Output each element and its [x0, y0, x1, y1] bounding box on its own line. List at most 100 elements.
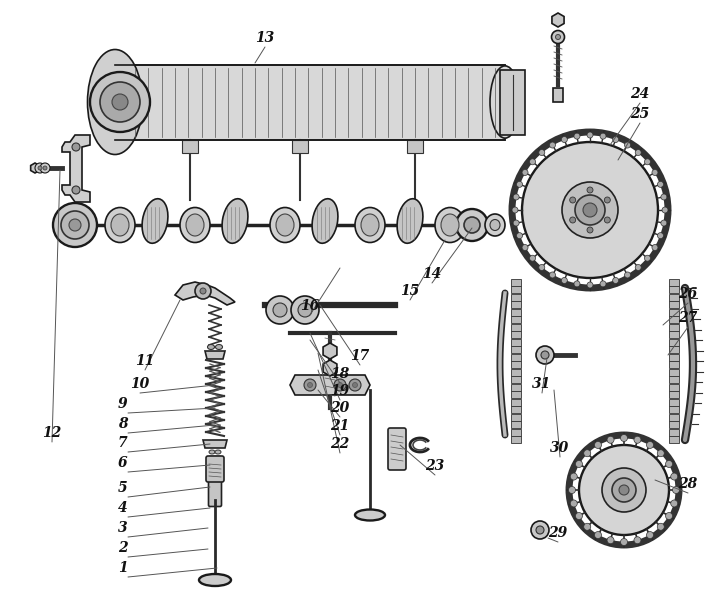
- Circle shape: [200, 288, 206, 294]
- Text: 30: 30: [550, 441, 569, 455]
- Bar: [511, 317, 521, 323]
- Bar: [669, 302, 679, 308]
- Ellipse shape: [111, 214, 129, 236]
- Circle shape: [600, 133, 606, 139]
- Text: 5: 5: [118, 481, 128, 495]
- Text: 29: 29: [548, 526, 567, 540]
- Polygon shape: [182, 140, 198, 153]
- Ellipse shape: [355, 207, 385, 242]
- Bar: [511, 368, 521, 376]
- Ellipse shape: [312, 199, 338, 243]
- Circle shape: [529, 159, 536, 165]
- Circle shape: [587, 227, 593, 233]
- Bar: [511, 279, 521, 286]
- Circle shape: [621, 435, 628, 441]
- Circle shape: [112, 94, 128, 110]
- Ellipse shape: [180, 207, 210, 242]
- Circle shape: [671, 500, 678, 507]
- Bar: [511, 346, 521, 353]
- Text: 21: 21: [330, 419, 349, 433]
- Ellipse shape: [435, 207, 465, 242]
- Ellipse shape: [361, 214, 379, 236]
- Circle shape: [645, 159, 650, 165]
- Ellipse shape: [490, 66, 520, 138]
- Polygon shape: [553, 88, 563, 102]
- Circle shape: [307, 382, 312, 388]
- Polygon shape: [407, 140, 423, 153]
- Circle shape: [574, 133, 580, 139]
- Bar: [669, 384, 679, 391]
- Bar: [669, 339, 679, 346]
- Text: 16: 16: [300, 299, 319, 313]
- Circle shape: [561, 136, 568, 142]
- Circle shape: [571, 500, 577, 507]
- Text: 7: 7: [118, 436, 128, 450]
- Circle shape: [100, 82, 140, 122]
- Circle shape: [298, 303, 312, 317]
- Circle shape: [634, 537, 641, 544]
- Bar: [511, 361, 521, 368]
- Bar: [511, 324, 521, 331]
- Circle shape: [552, 31, 565, 43]
- Bar: [669, 414, 679, 420]
- Text: 9: 9: [118, 397, 128, 411]
- Ellipse shape: [270, 207, 300, 242]
- Circle shape: [575, 195, 605, 225]
- Bar: [511, 339, 521, 346]
- Text: 28: 28: [678, 477, 697, 491]
- Circle shape: [662, 207, 668, 213]
- Circle shape: [613, 136, 618, 142]
- Circle shape: [35, 163, 45, 173]
- Circle shape: [539, 265, 544, 271]
- Ellipse shape: [199, 574, 231, 586]
- Bar: [511, 331, 521, 338]
- Polygon shape: [552, 13, 564, 27]
- Circle shape: [594, 531, 602, 538]
- Bar: [669, 317, 679, 323]
- Bar: [669, 406, 679, 413]
- Text: 23: 23: [425, 459, 444, 473]
- Bar: [511, 302, 521, 308]
- Polygon shape: [323, 343, 337, 359]
- Ellipse shape: [186, 214, 204, 236]
- Circle shape: [671, 473, 678, 480]
- Circle shape: [647, 441, 653, 449]
- Polygon shape: [290, 375, 370, 395]
- Circle shape: [516, 182, 523, 188]
- Circle shape: [522, 142, 658, 278]
- Circle shape: [90, 72, 150, 132]
- Circle shape: [635, 150, 641, 156]
- Circle shape: [512, 207, 518, 213]
- Ellipse shape: [207, 344, 215, 350]
- Circle shape: [666, 461, 673, 467]
- Circle shape: [647, 531, 653, 538]
- Circle shape: [529, 255, 536, 261]
- Circle shape: [522, 169, 528, 175]
- Circle shape: [635, 265, 641, 271]
- Text: 6: 6: [118, 456, 128, 470]
- Circle shape: [579, 445, 669, 535]
- Bar: [511, 414, 521, 420]
- Bar: [511, 406, 521, 413]
- Ellipse shape: [276, 214, 294, 236]
- Circle shape: [513, 194, 519, 200]
- Bar: [511, 429, 521, 435]
- Circle shape: [576, 513, 582, 520]
- Text: 20: 20: [330, 401, 349, 415]
- Polygon shape: [323, 360, 337, 376]
- Text: 26: 26: [678, 287, 697, 301]
- Bar: [511, 294, 521, 301]
- Bar: [669, 368, 679, 376]
- Bar: [669, 294, 679, 301]
- Circle shape: [561, 277, 568, 283]
- Polygon shape: [30, 163, 39, 173]
- Ellipse shape: [209, 450, 215, 454]
- Text: 31: 31: [532, 377, 551, 391]
- Circle shape: [624, 142, 631, 148]
- Circle shape: [612, 478, 636, 502]
- Circle shape: [587, 132, 593, 138]
- Text: 2: 2: [118, 541, 128, 555]
- Circle shape: [555, 34, 560, 40]
- Text: 15: 15: [400, 284, 419, 298]
- Text: 13: 13: [255, 31, 274, 45]
